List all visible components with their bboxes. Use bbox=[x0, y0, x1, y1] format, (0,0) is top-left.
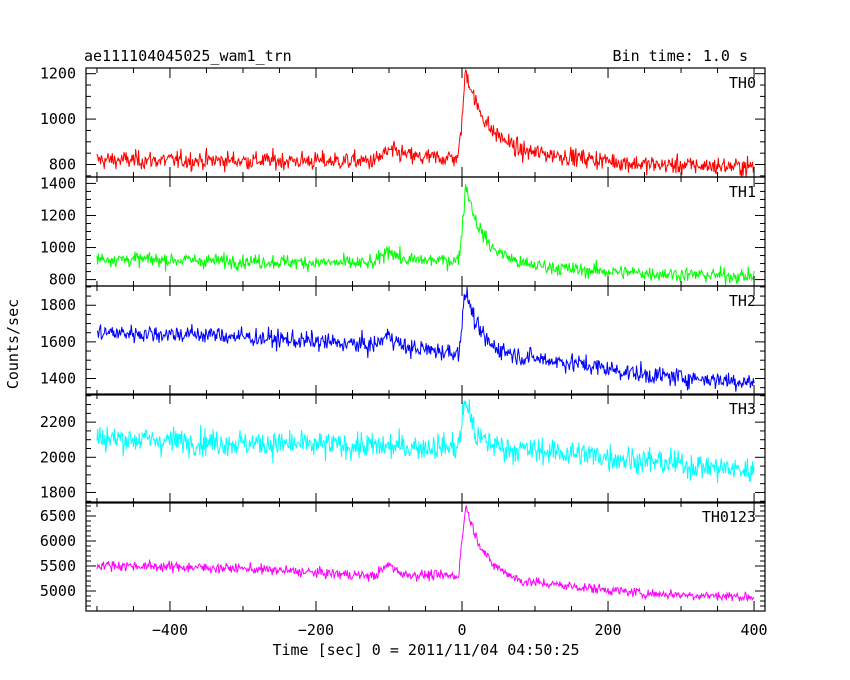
y-tick-label: 1600 bbox=[40, 333, 76, 351]
y-tick-label: 1000 bbox=[40, 110, 76, 128]
y-tick-label: 5000 bbox=[40, 582, 76, 600]
panel-th2: 1400 1600 1800 TH2 bbox=[40, 285, 766, 396]
y-tick-label: 800 bbox=[49, 156, 76, 174]
x-axis-label: Time [sec] 0 = 2011/11/04 04:50:25 bbox=[272, 641, 579, 659]
series-line-th1 bbox=[96, 184, 755, 286]
series-line-th0 bbox=[96, 68, 755, 177]
y-tick-label: 2200 bbox=[40, 413, 76, 431]
y-axis-label: Counts/sec bbox=[4, 299, 22, 389]
x-tick-label: −200 bbox=[298, 621, 334, 639]
y-tick-label: 1400 bbox=[40, 174, 76, 192]
panel-label: TH1 bbox=[729, 183, 756, 201]
series-line-th2 bbox=[96, 286, 755, 392]
panel-label: TH0 bbox=[729, 74, 756, 92]
x-tick-label: 400 bbox=[741, 621, 768, 639]
panel-frame bbox=[85, 501, 766, 612]
panel-th1: 800 1000 1200 1400 TH1 bbox=[40, 174, 766, 289]
series-line-th0123 bbox=[96, 505, 755, 603]
x-axis: −400 −200 0 200 400 bbox=[152, 621, 768, 639]
chart-title: ae111104045025_wam1_trn bbox=[84, 47, 292, 65]
series-line-th3 bbox=[96, 399, 755, 483]
y-tick-label: 1200 bbox=[40, 65, 76, 83]
x-tick-label: −400 bbox=[152, 621, 188, 639]
y-tick-label: 6000 bbox=[40, 532, 76, 550]
panels: 800 1000 1200 TH0 800 1000 1200 1400 TH1 1400 1600… bbox=[40, 65, 766, 612]
bin-time-label: Bin time: 1.0 s bbox=[613, 47, 748, 65]
panel-th0: 800 1000 1200 TH0 bbox=[40, 65, 766, 178]
y-tick-label: 6500 bbox=[40, 507, 76, 525]
x-tick-label: 200 bbox=[594, 621, 621, 639]
y-tick-label: 1200 bbox=[40, 206, 76, 224]
panel-th3: 1800 2000 2200 TH3 bbox=[40, 393, 766, 504]
panel-label: TH2 bbox=[729, 292, 756, 310]
y-tick-label: 5500 bbox=[40, 557, 76, 575]
x-tick-label: 0 bbox=[457, 621, 466, 639]
y-tick-label: 1800 bbox=[40, 483, 76, 501]
y-tick-label: 1000 bbox=[40, 239, 76, 257]
panel-frame bbox=[85, 285, 766, 396]
panel-frame bbox=[85, 176, 766, 287]
panel-th0123: 5000 5500 6000 6500 TH0123 bbox=[40, 501, 766, 612]
y-tick-label: 1400 bbox=[40, 370, 76, 388]
panel-label: TH0123 bbox=[702, 508, 756, 526]
y-tick-label: 2000 bbox=[40, 448, 76, 466]
y-tick-label: 1800 bbox=[40, 296, 76, 314]
y-tick-label: 800 bbox=[49, 271, 76, 289]
panel-label: TH3 bbox=[729, 400, 756, 418]
